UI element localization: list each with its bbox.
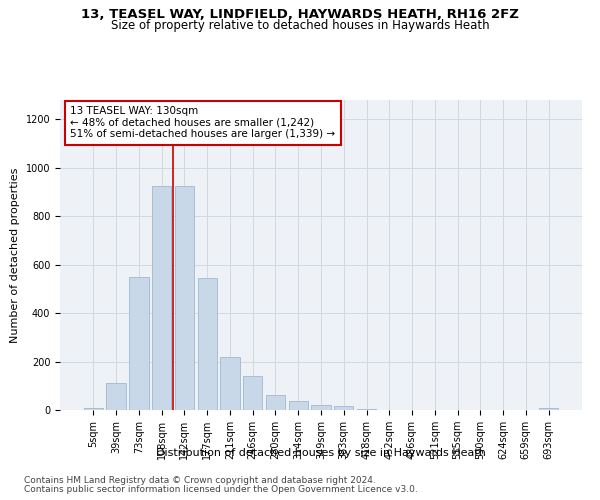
Text: 13, TEASEL WAY, LINDFIELD, HAYWARDS HEATH, RH16 2FZ: 13, TEASEL WAY, LINDFIELD, HAYWARDS HEAT…: [81, 8, 519, 20]
Bar: [106, 384, 126, 410]
Text: Contains HM Land Registry data © Crown copyright and database right 2024.: Contains HM Land Registry data © Crown c…: [24, 476, 376, 485]
Y-axis label: Number of detached properties: Number of detached properties: [10, 168, 20, 342]
Text: Contains public sector information licensed under the Open Government Licence v3: Contains public sector information licen…: [24, 485, 418, 494]
Bar: [539, 408, 558, 410]
Bar: [266, 395, 285, 410]
Bar: [129, 277, 149, 410]
Bar: [289, 401, 308, 410]
Text: 13 TEASEL WAY: 130sqm
← 48% of detached houses are smaller (1,242)
51% of semi-d: 13 TEASEL WAY: 130sqm ← 48% of detached …: [70, 106, 335, 140]
Bar: [334, 406, 353, 410]
Bar: [152, 186, 172, 410]
Bar: [220, 356, 239, 410]
Bar: [311, 404, 331, 410]
Bar: [243, 376, 262, 410]
Bar: [197, 278, 217, 410]
Bar: [357, 409, 376, 410]
Text: Distribution of detached houses by size in Haywards Heath: Distribution of detached houses by size …: [156, 448, 486, 458]
Bar: [84, 408, 103, 410]
Text: Size of property relative to detached houses in Haywards Heath: Size of property relative to detached ho…: [110, 19, 490, 32]
Bar: [175, 186, 194, 410]
